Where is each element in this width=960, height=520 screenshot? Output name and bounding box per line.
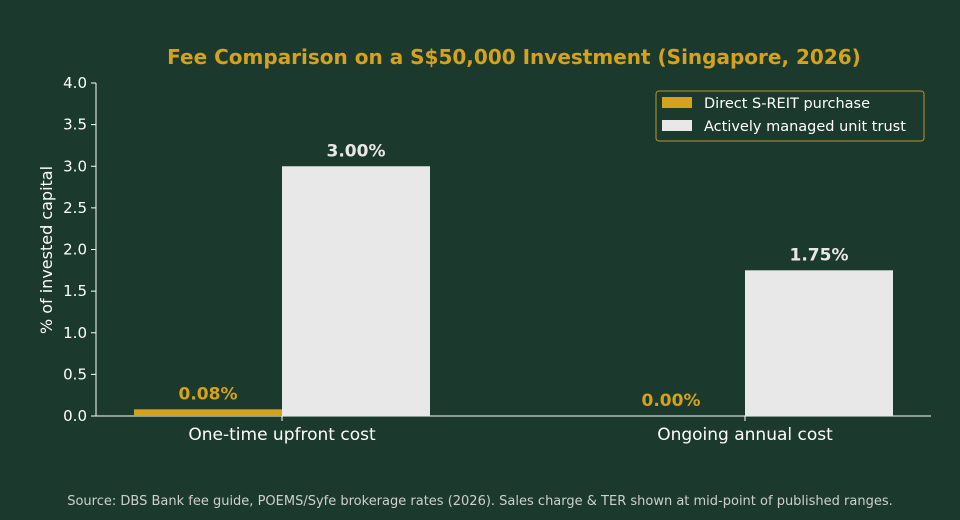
data-label: 3.00% — [327, 141, 386, 161]
data-label: 1.75% — [790, 245, 849, 265]
y-tick-label: 2.0 — [63, 241, 87, 259]
y-tick-label: 0.5 — [63, 365, 87, 383]
source-note: Source: DBS Bank fee guide, POEMS/Syfe b… — [67, 494, 893, 509]
legend-swatch — [662, 120, 692, 131]
chart-title: Fee Comparison on a S$50,000 Investment … — [167, 45, 861, 69]
bar-unit-trust — [745, 270, 893, 416]
legend-swatch — [662, 97, 692, 108]
x-tick-label: Ongoing annual cost — [657, 425, 833, 445]
y-tick-label: 4.0 — [63, 74, 87, 92]
y-tick-label: 0.0 — [63, 407, 87, 425]
y-tick-label: 3.5 — [63, 116, 87, 134]
data-labels: 0.08% 3.00% 0.00% 1.75% — [179, 141, 849, 411]
data-label: 0.08% — [179, 384, 238, 404]
axes: 0.0 0.5 1.0 1.5 2.0 2.5 3.0 3.5 4.0 One-time upfr… — [63, 74, 931, 445]
legend-label: Actively managed unit trust — [704, 119, 906, 135]
y-tick-label: 2.5 — [63, 199, 87, 217]
bar-unit-trust — [282, 166, 430, 416]
legend: Direct S-REIT purchase Actively managed u… — [655, 90, 925, 142]
x-tick-label: One-time upfront cost — [188, 425, 376, 445]
legend-label: Direct S-REIT purchase — [704, 96, 870, 112]
y-tick-label: 1.5 — [63, 282, 87, 300]
data-label: 0.00% — [642, 391, 701, 411]
y-tick-label: 1.0 — [63, 324, 87, 342]
y-tick-label: 3.0 — [63, 157, 87, 175]
bars — [134, 166, 893, 416]
legend-box — [655, 90, 925, 142]
y-axis-label: % of invested capital — [37, 166, 56, 334]
bar-direct-sreit — [134, 409, 282, 416]
